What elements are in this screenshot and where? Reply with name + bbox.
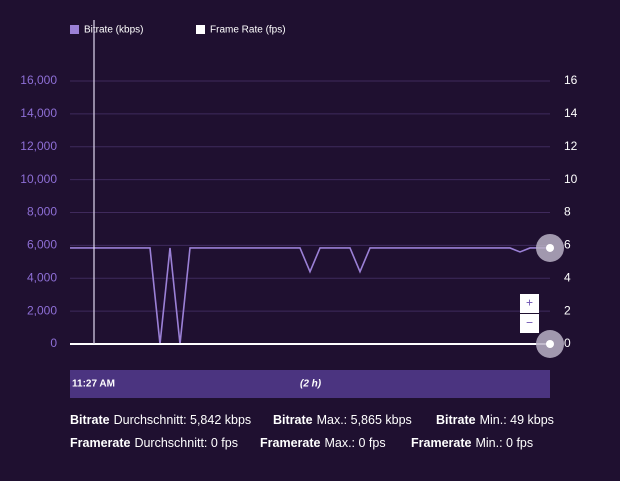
stat-value: Max.: 0 fps xyxy=(324,436,385,450)
zoom-in[interactable] xyxy=(520,294,539,313)
y-tick-label: 6,000 xyxy=(27,238,57,252)
series-handle-dot xyxy=(546,243,554,252)
y2-tick-label: 14 xyxy=(564,106,578,120)
series-line xyxy=(70,247,550,345)
legend-swatch xyxy=(196,25,205,34)
y-tick-label: 14,000 xyxy=(20,106,57,120)
y2-tick-label: 6 xyxy=(564,238,571,252)
legend-label: Frame Rate (fps) xyxy=(210,25,286,36)
stat: Framerate Max.: 0 fps xyxy=(260,436,386,450)
stat-label: Framerate xyxy=(411,436,471,450)
stat-value: Durchschnitt: 0 fps xyxy=(134,436,238,450)
stat: Framerate Min.: 0 fps xyxy=(411,436,533,450)
stat-label: Framerate xyxy=(70,436,130,450)
y2-tick-label: 8 xyxy=(564,205,571,219)
y-tick-label: 12,000 xyxy=(20,139,57,153)
range-bar[interactable] xyxy=(70,370,550,398)
stat-label: Bitrate xyxy=(436,413,476,427)
y-tick-label: 8,000 xyxy=(27,205,57,219)
stat-value: Min.: 49 kbps xyxy=(480,413,554,427)
stat: Bitrate Max.: 5,865 kbps xyxy=(273,413,412,427)
legend-swatch xyxy=(70,25,79,34)
zoom-in-label[interactable]: + xyxy=(526,296,533,310)
y2-tick-label: 0 xyxy=(564,336,571,350)
y2-tick-label: 4 xyxy=(564,270,571,284)
y2-tick-label: 2 xyxy=(564,303,571,317)
y-tick-label: 0 xyxy=(50,336,57,350)
zoom-out[interactable] xyxy=(520,314,539,333)
y-tick-label: 16,000 xyxy=(20,73,57,87)
stat-value: Max.: 5,865 kbps xyxy=(317,413,412,427)
plot: 0 2,000 4,000 6,000 8,000 10,000 12,000 14,000 1… xyxy=(20,25,578,358)
legend-label: Bitrate (kbps) xyxy=(84,25,143,36)
stat: Bitrate Min.: 49 kbps xyxy=(436,413,554,427)
y2-tick-label: 10 xyxy=(564,172,578,186)
series-handle-dot xyxy=(546,340,554,348)
stat: Bitrate Durchschnitt: 5,842 kbps xyxy=(70,413,251,427)
y2-tick-label: 12 xyxy=(564,139,578,153)
y-tick-label: 4,000 xyxy=(27,270,57,284)
y-tick-label: 2,000 xyxy=(27,303,57,317)
zoom-out-label[interactable]: − xyxy=(526,316,533,330)
stats: Bitrate Durchschnitt: 5,842 kbps Bitrate Ma… xyxy=(70,413,554,450)
stat-value: Min.: 0 fps xyxy=(475,436,533,450)
stat-label: Bitrate xyxy=(273,413,313,427)
range-span: (2 h) xyxy=(300,379,322,390)
stat-label: Bitrate xyxy=(70,413,110,427)
y-tick-label: 10,000 xyxy=(20,172,57,186)
y2-tick-label: 16 xyxy=(564,73,578,87)
range-start: 11:27 AM xyxy=(72,379,115,390)
stat-value: Durchschnitt: 5,842 kbps xyxy=(114,413,252,427)
stat-label: Framerate xyxy=(260,436,320,450)
stat: Framerate Durchschnitt: 0 fps xyxy=(70,436,238,450)
